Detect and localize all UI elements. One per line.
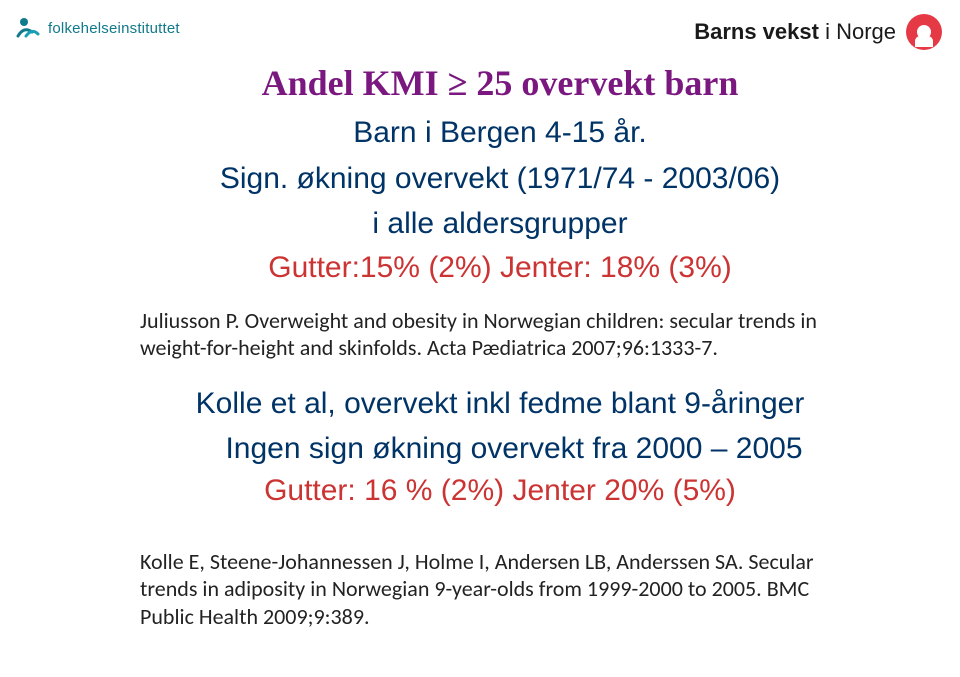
logo-left: folkehelseinstituttet	[14, 14, 180, 42]
reference-2: Kolle E, Steene-Johannessen J, Holme I, …	[140, 548, 860, 631]
reference-1: Juliusson P. Overweight and obesity in N…	[140, 307, 860, 362]
slide: folkehelseinstituttet Barns vekst i Norg…	[0, 0, 960, 677]
logo-right: Barns vekst i Norge	[694, 14, 942, 50]
logo-right-text-bold: Barns vekst	[694, 19, 819, 44]
content: Andel KMI ≥ 25 overvekt barn Barn i Berg…	[0, 62, 960, 630]
section1-line1: Barn i Bergen 4-15 år.	[140, 114, 860, 152]
section2-pct: Gutter: 16 % (2%) Jenter 20% (5%)	[140, 474, 860, 508]
slide-title: Andel KMI ≥ 25 overvekt barn	[140, 62, 860, 104]
child-circle-icon	[906, 14, 942, 50]
section1-pct: Gutter:15% (2%) Jenter: 18% (3%)	[140, 251, 860, 285]
logo-left-text: folkehelseinstituttet	[48, 20, 180, 37]
logo-right-text-rest: i Norge	[819, 19, 896, 44]
logo-right-text: Barns vekst i Norge	[694, 19, 896, 45]
section1-line2: Sign. økning overvekt (1971/74 - 2003/06…	[140, 160, 860, 198]
section2-line1: Kolle et al, overvekt inkl fedme blant 9…	[140, 384, 860, 423]
folkehelse-icon	[14, 14, 42, 42]
section1-line3: i alle aldersgrupper	[140, 205, 860, 243]
section2-line2: Ingen sign økning overvekt fra 2000 – 20…	[168, 429, 860, 468]
